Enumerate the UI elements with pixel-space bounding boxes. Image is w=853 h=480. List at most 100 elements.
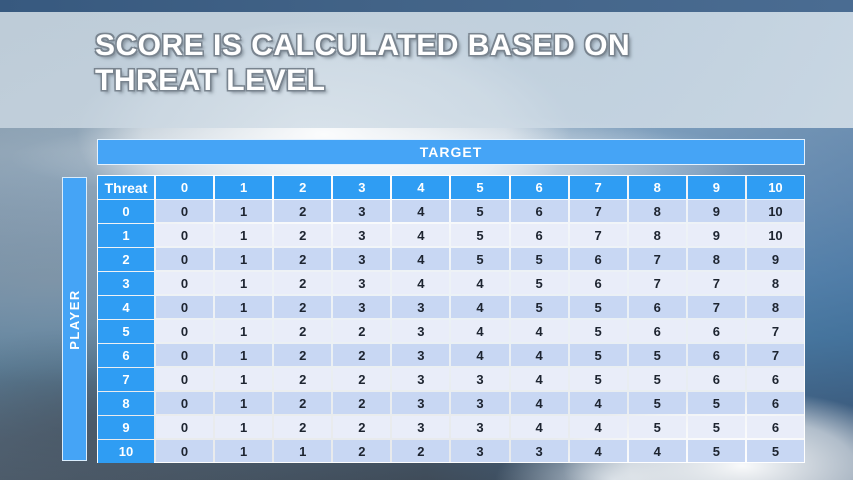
- score-cell: 0: [156, 440, 214, 462]
- score-cell: 4: [510, 392, 568, 414]
- score-cell: 5: [628, 392, 686, 414]
- score-cell: 0: [156, 200, 214, 222]
- score-cell: 3: [451, 392, 509, 414]
- top-sky-strip: [0, 0, 853, 12]
- score-cell: 7: [687, 296, 745, 318]
- score-cell: 5: [451, 248, 509, 270]
- column-header-cell: 3: [333, 176, 391, 199]
- score-cell: 5: [510, 296, 568, 318]
- score-cell: 10: [746, 224, 804, 246]
- score-cell: 2: [333, 440, 391, 462]
- score-cell: 4: [392, 200, 450, 222]
- score-cell: 5: [510, 272, 568, 294]
- score-cell: 5: [628, 368, 686, 390]
- score-cell: 3: [392, 392, 450, 414]
- score-cell: 9: [687, 224, 745, 246]
- row-header-cell: 0: [98, 200, 154, 223]
- title-line-1: SCORE IS CALCULATED BASED ON: [95, 29, 631, 62]
- score-cell: 6: [569, 272, 627, 294]
- score-cell: 4: [569, 392, 627, 414]
- score-cell: 5: [628, 344, 686, 366]
- score-cell: 2: [274, 344, 332, 366]
- score-cell: 1: [215, 248, 273, 270]
- column-header-cell: 8: [628, 176, 686, 199]
- score-cell: 5: [510, 248, 568, 270]
- score-cell: 4: [392, 224, 450, 246]
- score-cell: 3: [451, 368, 509, 390]
- row-header-cell: 5: [98, 320, 154, 343]
- score-cell: 2: [274, 320, 332, 342]
- score-cell: 0: [156, 272, 214, 294]
- score-cell: 6: [510, 200, 568, 222]
- title-banner: [0, 12, 853, 128]
- score-cell: 1: [215, 320, 273, 342]
- score-cell: 5: [687, 392, 745, 414]
- score-cell: 3: [392, 368, 450, 390]
- score-cell: 3: [392, 296, 450, 318]
- score-cell: 5: [569, 296, 627, 318]
- score-cell: 4: [451, 320, 509, 342]
- page-title: SCORE IS CALCULATED BASED ON THREAT LEVE…: [95, 28, 795, 98]
- score-cell: 3: [333, 272, 391, 294]
- column-header-cell: 4: [392, 176, 450, 199]
- score-cell: 6: [569, 248, 627, 270]
- score-cell: 7: [569, 200, 627, 222]
- corner-header-cell: Threat: [98, 176, 154, 199]
- score-cell: 5: [746, 440, 804, 462]
- score-cell: 8: [628, 224, 686, 246]
- score-cell: 6: [628, 320, 686, 342]
- score-cell: 7: [687, 272, 745, 294]
- score-cell: 2: [392, 440, 450, 462]
- score-cell: 0: [156, 344, 214, 366]
- score-cell: 1: [215, 344, 273, 366]
- score-cell: 5: [569, 368, 627, 390]
- score-cell: 5: [569, 320, 627, 342]
- column-header-cell: 6: [510, 176, 568, 199]
- score-cell: 8: [628, 200, 686, 222]
- score-cell: 6: [628, 296, 686, 318]
- score-cell: 2: [333, 344, 391, 366]
- row-header-cell: 9: [98, 416, 154, 439]
- column-header-cell: 5: [451, 176, 509, 199]
- target-header-bar: TARGET: [97, 139, 805, 165]
- score-cell: 2: [333, 320, 391, 342]
- score-cell: 4: [392, 272, 450, 294]
- row-header-cell: 10: [98, 440, 154, 463]
- score-cell: 3: [392, 416, 450, 438]
- score-cell: 7: [628, 248, 686, 270]
- score-cell: 1: [215, 368, 273, 390]
- score-cell: 4: [569, 416, 627, 438]
- score-cell: 2: [274, 224, 332, 246]
- score-cell: 3: [451, 416, 509, 438]
- title-line-2: THREAT LEVEL: [95, 64, 326, 97]
- score-cell: 6: [746, 416, 804, 438]
- score-cell: 4: [510, 320, 568, 342]
- score-cell: 6: [746, 392, 804, 414]
- score-cell: 3: [333, 224, 391, 246]
- score-cell: 2: [274, 392, 332, 414]
- player-header-bar: PLAYER: [62, 177, 87, 461]
- score-cell: 3: [392, 320, 450, 342]
- score-cell: 7: [746, 320, 804, 342]
- score-cell: 4: [451, 296, 509, 318]
- score-cell: 5: [628, 416, 686, 438]
- score-cell: 4: [451, 344, 509, 366]
- score-cell: 8: [746, 272, 804, 294]
- score-cell: 1: [215, 224, 273, 246]
- score-cell: 4: [569, 440, 627, 462]
- column-header-cell: 10: [746, 176, 804, 199]
- column-header-cell: 7: [569, 176, 627, 199]
- score-cell: 4: [510, 416, 568, 438]
- score-cell: 4: [628, 440, 686, 462]
- score-cell: 1: [215, 272, 273, 294]
- row-header-cell: 1: [98, 224, 154, 247]
- column-header-cell: 9: [687, 176, 745, 199]
- row-header-cell: 8: [98, 392, 154, 415]
- score-table: Threat 0 1 2 3 4 5 6 7 8 9 10 0 0 1 2 3 4 5 6 7 8 9 10 1 0 1 2 3 4 5 6 7…: [97, 175, 805, 463]
- row-header-cell: 6: [98, 344, 154, 367]
- column-header-cell: 2: [274, 176, 332, 199]
- score-cell: 6: [687, 320, 745, 342]
- score-cell: 9: [746, 248, 804, 270]
- column-header-cell: 1: [215, 176, 273, 199]
